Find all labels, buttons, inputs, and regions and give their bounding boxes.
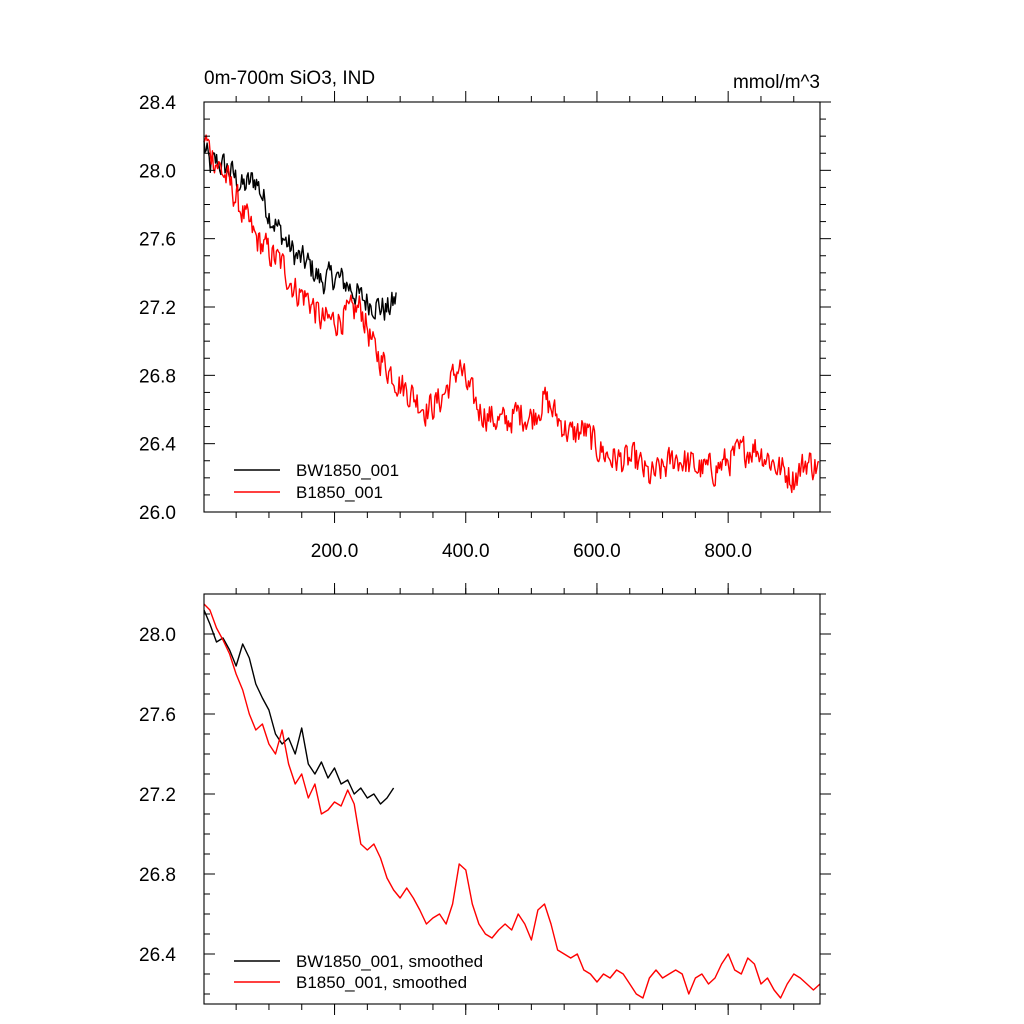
y-tick-label: 26.8 [139,366,176,387]
x-tick-label: 200.0 [311,541,359,562]
legend-label-bw1850-smoothed: BW1850_001, smoothed [296,952,483,971]
bottom-plot-frame [203,593,821,1005]
y-tick-label: 28.0 [139,625,176,646]
top-legend: BW1850_001 B1850_001 [234,461,399,502]
bottom-series-lines [203,603,821,999]
y-tick-label: 27.2 [139,785,176,806]
top-series-lines [203,134,820,494]
x-tick-label: 600.0 [573,541,621,562]
legend-label-bw1850: BW1850_001 [296,461,399,480]
bottom-tick-labels: 26.4 26.8 27.2 27.6 28.0 [139,625,176,966]
top-panel: 0m-700m SiO3, IND mmol/m^3 26.026.426.82… [139,68,831,562]
y-tick-label: 26.0 [139,503,176,524]
x-tick-label: 800.0 [704,541,752,562]
bottom-legend: BW1850_001, smoothed B1850_001, smoothed [234,952,483,992]
y-tick-label: 27.6 [139,230,176,251]
series-line-0 [203,140,397,321]
y-tick-label: 27.2 [139,298,176,319]
legend-label-b1850-smoothed: B1850_001, smoothed [296,973,467,992]
series-line-0 [203,609,395,805]
bottom-panel: 26.4 26.8 27.2 27.6 28.0 BW1850_001, smoothe… [139,583,831,1015]
top-plot-frame [203,101,821,513]
y-tick-label: 28.0 [139,161,176,182]
top-axis-ticks [204,91,831,523]
bottom-axis-ticks [204,583,831,1015]
chart-title: 0m-700m SiO3, IND [204,68,375,89]
y-tick-label: 28.4 [139,93,176,114]
x-tick-label: 400.0 [442,541,490,562]
y-tick-label: 26.4 [139,945,176,966]
y-tick-label: 26.8 [139,865,176,886]
top-tick-labels: 26.0 26.4 26.8 27.2 27.6 28.0 28.4 200.0 400.0 60… [139,93,752,562]
units-label: mmol/m^3 [733,72,820,93]
y-tick-label: 26.4 [139,435,176,456]
series-line-1 [203,603,821,999]
legend-label-b1850: B1850_001 [296,483,383,502]
y-tick-label: 27.6 [139,705,176,726]
series-line-1 [203,134,820,494]
